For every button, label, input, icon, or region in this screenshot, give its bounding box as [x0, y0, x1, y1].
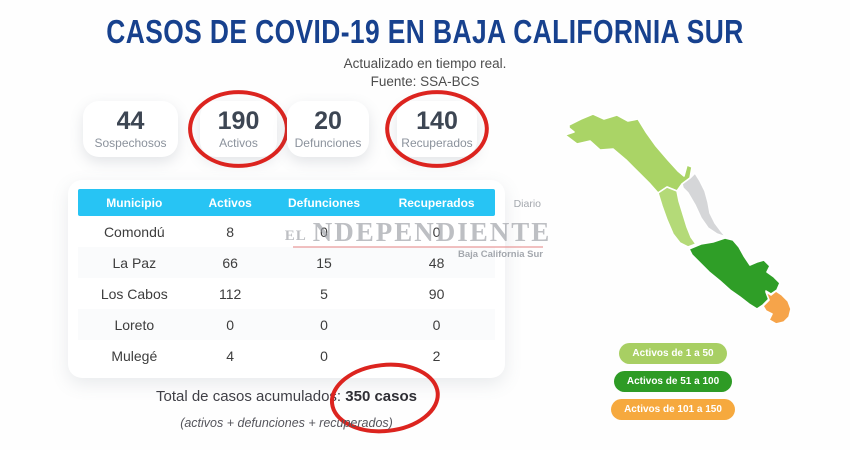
- table-row-loscabos: Los Cabos 112 5 90: [78, 278, 495, 309]
- table-row-comondu: Comondú 8 0 0: [78, 216, 495, 247]
- cell-activos: 0: [226, 316, 235, 333]
- map-region-lapaz: [688, 237, 781, 310]
- defunciones-label: Defunciones: [294, 135, 362, 150]
- stat-card-defunciones: 20 Defunciones: [287, 101, 369, 157]
- map-region-loreto: [681, 172, 727, 238]
- table-row-mulege: Mulegé 4 0 2: [78, 340, 495, 371]
- cell-recuperados: 0: [432, 223, 441, 240]
- cell-defunciones: 5: [320, 285, 328, 302]
- stat-card-activos: 190 Activos: [200, 101, 277, 157]
- stat-card: 140 Recuperados: [397, 101, 477, 157]
- total-label: Total de casos acumulados:: [155, 388, 342, 405]
- map-region-mulege: [564, 113, 693, 194]
- col-header-recuperados: Recuperados: [398, 195, 475, 210]
- table-row-lapaz: La Paz 66 15 48: [78, 247, 495, 278]
- updated-subtitle: Actualizado en tiempo real.: [343, 56, 507, 71]
- cell-activos: 8: [226, 223, 235, 240]
- sospechosos-label: Sospechosos: [94, 135, 167, 150]
- sospechosos-value: 44: [116, 107, 145, 136]
- stat-card-sospechosos: 44 Sospechosos: [83, 101, 178, 157]
- cell-defunciones: 15: [316, 254, 332, 271]
- cases-table: Municipio Activos Defunciones Recuperado…: [68, 180, 505, 378]
- cell-recuperados: 90: [428, 285, 445, 302]
- table-row-loreto: Loreto 0 0 0: [78, 309, 495, 340]
- bcs-choropleth-map: [564, 113, 792, 325]
- activos-value: 190: [217, 107, 260, 136]
- cell-defunciones: 0: [320, 347, 328, 364]
- total-cases-line: Total de casos acumulados: 350 casos: [68, 388, 505, 405]
- map-legend: Activos de 1 a 50 Activos de 51 a 100 Ac…: [598, 343, 748, 427]
- activos-label: Activos: [219, 135, 258, 150]
- cell-recuperados: 0: [432, 316, 441, 333]
- legend-pill-101-150: Activos de 101 a 150: [611, 399, 735, 420]
- table-header-row: Municipio Activos Defunciones Recuperado…: [78, 189, 495, 216]
- stat-card: 44 Sospechosos: [83, 101, 178, 157]
- cell-activos: 66: [222, 254, 238, 271]
- legend-pill-1-50: Activos de 1 a 50: [619, 343, 727, 364]
- total-note: (activos + defunciones + recuperados): [180, 416, 393, 430]
- cell-municipio: Mulegé: [111, 347, 158, 364]
- page-title: CASOS DE COVID-19 EN BAJA CALIFORNIA SUR: [106, 13, 744, 50]
- col-header-municipio: Municipio: [106, 195, 163, 210]
- total-value: 350 casos: [345, 388, 417, 405]
- map-region-loscabos: [762, 290, 792, 325]
- legend-pill-51-100: Activos de 51 a 100: [613, 371, 733, 392]
- map-region-comondu: [657, 186, 697, 248]
- stat-card: 190 Activos: [200, 101, 277, 157]
- cell-defunciones: 0: [320, 316, 328, 333]
- cell-defunciones: 0: [320, 223, 328, 240]
- cell-municipio: Comondú: [103, 223, 165, 240]
- cell-recuperados: 2: [432, 347, 441, 364]
- recuperados-label: Recuperados: [401, 135, 473, 150]
- stat-card-recuperados: 140 Recuperados: [397, 101, 477, 157]
- total-value-wrap: 350 casos: [345, 388, 417, 405]
- source-label: Fuente: SSA-BCS: [370, 74, 480, 89]
- recuperados-value: 140: [416, 107, 458, 136]
- cell-municipio: Loreto: [114, 316, 155, 333]
- cell-recuperados: 48: [428, 254, 445, 271]
- stat-card: 20 Defunciones: [287, 101, 369, 157]
- col-header-defunciones: Defunciones: [287, 195, 360, 210]
- cell-activos: 112: [219, 285, 242, 302]
- defunciones-value: 20: [314, 107, 342, 136]
- cell-municipio: La Paz: [112, 254, 157, 271]
- cell-municipio: Los Cabos: [100, 285, 168, 302]
- cell-activos: 4: [226, 347, 235, 364]
- col-header-activos: Activos: [208, 195, 252, 210]
